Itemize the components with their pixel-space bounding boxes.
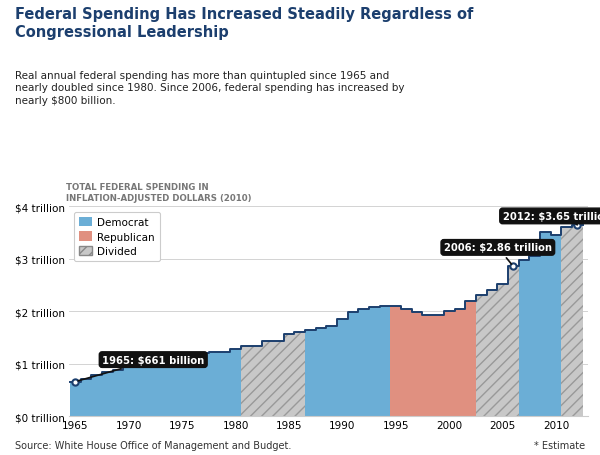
Bar bbox=[102, 372, 113, 416]
Bar bbox=[455, 309, 465, 416]
Bar bbox=[124, 368, 134, 416]
Bar bbox=[551, 235, 562, 416]
Bar bbox=[401, 309, 412, 416]
Bar bbox=[433, 315, 444, 416]
Bar bbox=[241, 347, 251, 416]
Bar bbox=[81, 379, 91, 416]
Bar bbox=[562, 228, 572, 416]
Text: 2012: $3.65 trillion*: 2012: $3.65 trillion* bbox=[503, 212, 600, 225]
Text: * Estimate: * Estimate bbox=[534, 440, 585, 450]
Bar bbox=[358, 309, 369, 416]
Bar bbox=[572, 225, 583, 416]
Bar bbox=[166, 361, 177, 416]
Bar bbox=[220, 353, 230, 416]
Bar bbox=[251, 346, 262, 416]
Bar bbox=[380, 307, 391, 416]
Bar bbox=[70, 382, 81, 416]
Text: TOTAL FEDERAL SPENDING IN
INFLATION-ADJUSTED DOLLARS (2010): TOTAL FEDERAL SPENDING IN INFLATION-ADJU… bbox=[67, 183, 252, 203]
Bar bbox=[369, 308, 380, 416]
Bar bbox=[113, 370, 124, 416]
Bar bbox=[145, 362, 155, 416]
Bar bbox=[209, 352, 220, 416]
Bar bbox=[284, 334, 295, 416]
Bar bbox=[487, 291, 497, 416]
Text: 2006: $2.86 trillion: 2006: $2.86 trillion bbox=[444, 243, 552, 264]
Bar bbox=[91, 375, 102, 416]
Bar bbox=[391, 307, 401, 416]
Bar bbox=[337, 319, 348, 416]
Bar bbox=[262, 342, 273, 416]
Bar bbox=[465, 301, 476, 416]
Bar bbox=[529, 256, 540, 416]
Text: Real annual federal spending has more than quintupled since 1965 and
nearly doub: Real annual federal spending has more th… bbox=[15, 71, 404, 106]
Bar bbox=[497, 284, 508, 416]
Text: Source: White House Office of Management and Budget.: Source: White House Office of Management… bbox=[15, 440, 292, 450]
Bar bbox=[326, 326, 337, 416]
Bar bbox=[518, 260, 529, 416]
Bar bbox=[273, 341, 284, 416]
Bar bbox=[540, 232, 551, 416]
Bar bbox=[476, 295, 487, 416]
Bar bbox=[348, 312, 358, 416]
Bar bbox=[177, 355, 188, 416]
Legend: Democrat, Republican, Divided: Democrat, Republican, Divided bbox=[74, 212, 160, 262]
Bar bbox=[134, 364, 145, 416]
Bar bbox=[198, 353, 209, 416]
Bar bbox=[508, 267, 518, 416]
Text: 1965: $661 billion: 1965: $661 billion bbox=[78, 355, 205, 381]
Bar bbox=[305, 330, 316, 416]
Bar bbox=[188, 353, 198, 416]
Text: Federal Spending Has Increased Steadily Regardless of
Congressional Leadership: Federal Spending Has Increased Steadily … bbox=[15, 7, 473, 40]
Bar bbox=[155, 362, 166, 416]
Bar bbox=[295, 333, 305, 416]
Bar bbox=[412, 313, 422, 416]
Bar bbox=[316, 329, 326, 416]
Bar bbox=[444, 312, 455, 416]
Bar bbox=[422, 315, 433, 416]
Bar bbox=[230, 349, 241, 416]
